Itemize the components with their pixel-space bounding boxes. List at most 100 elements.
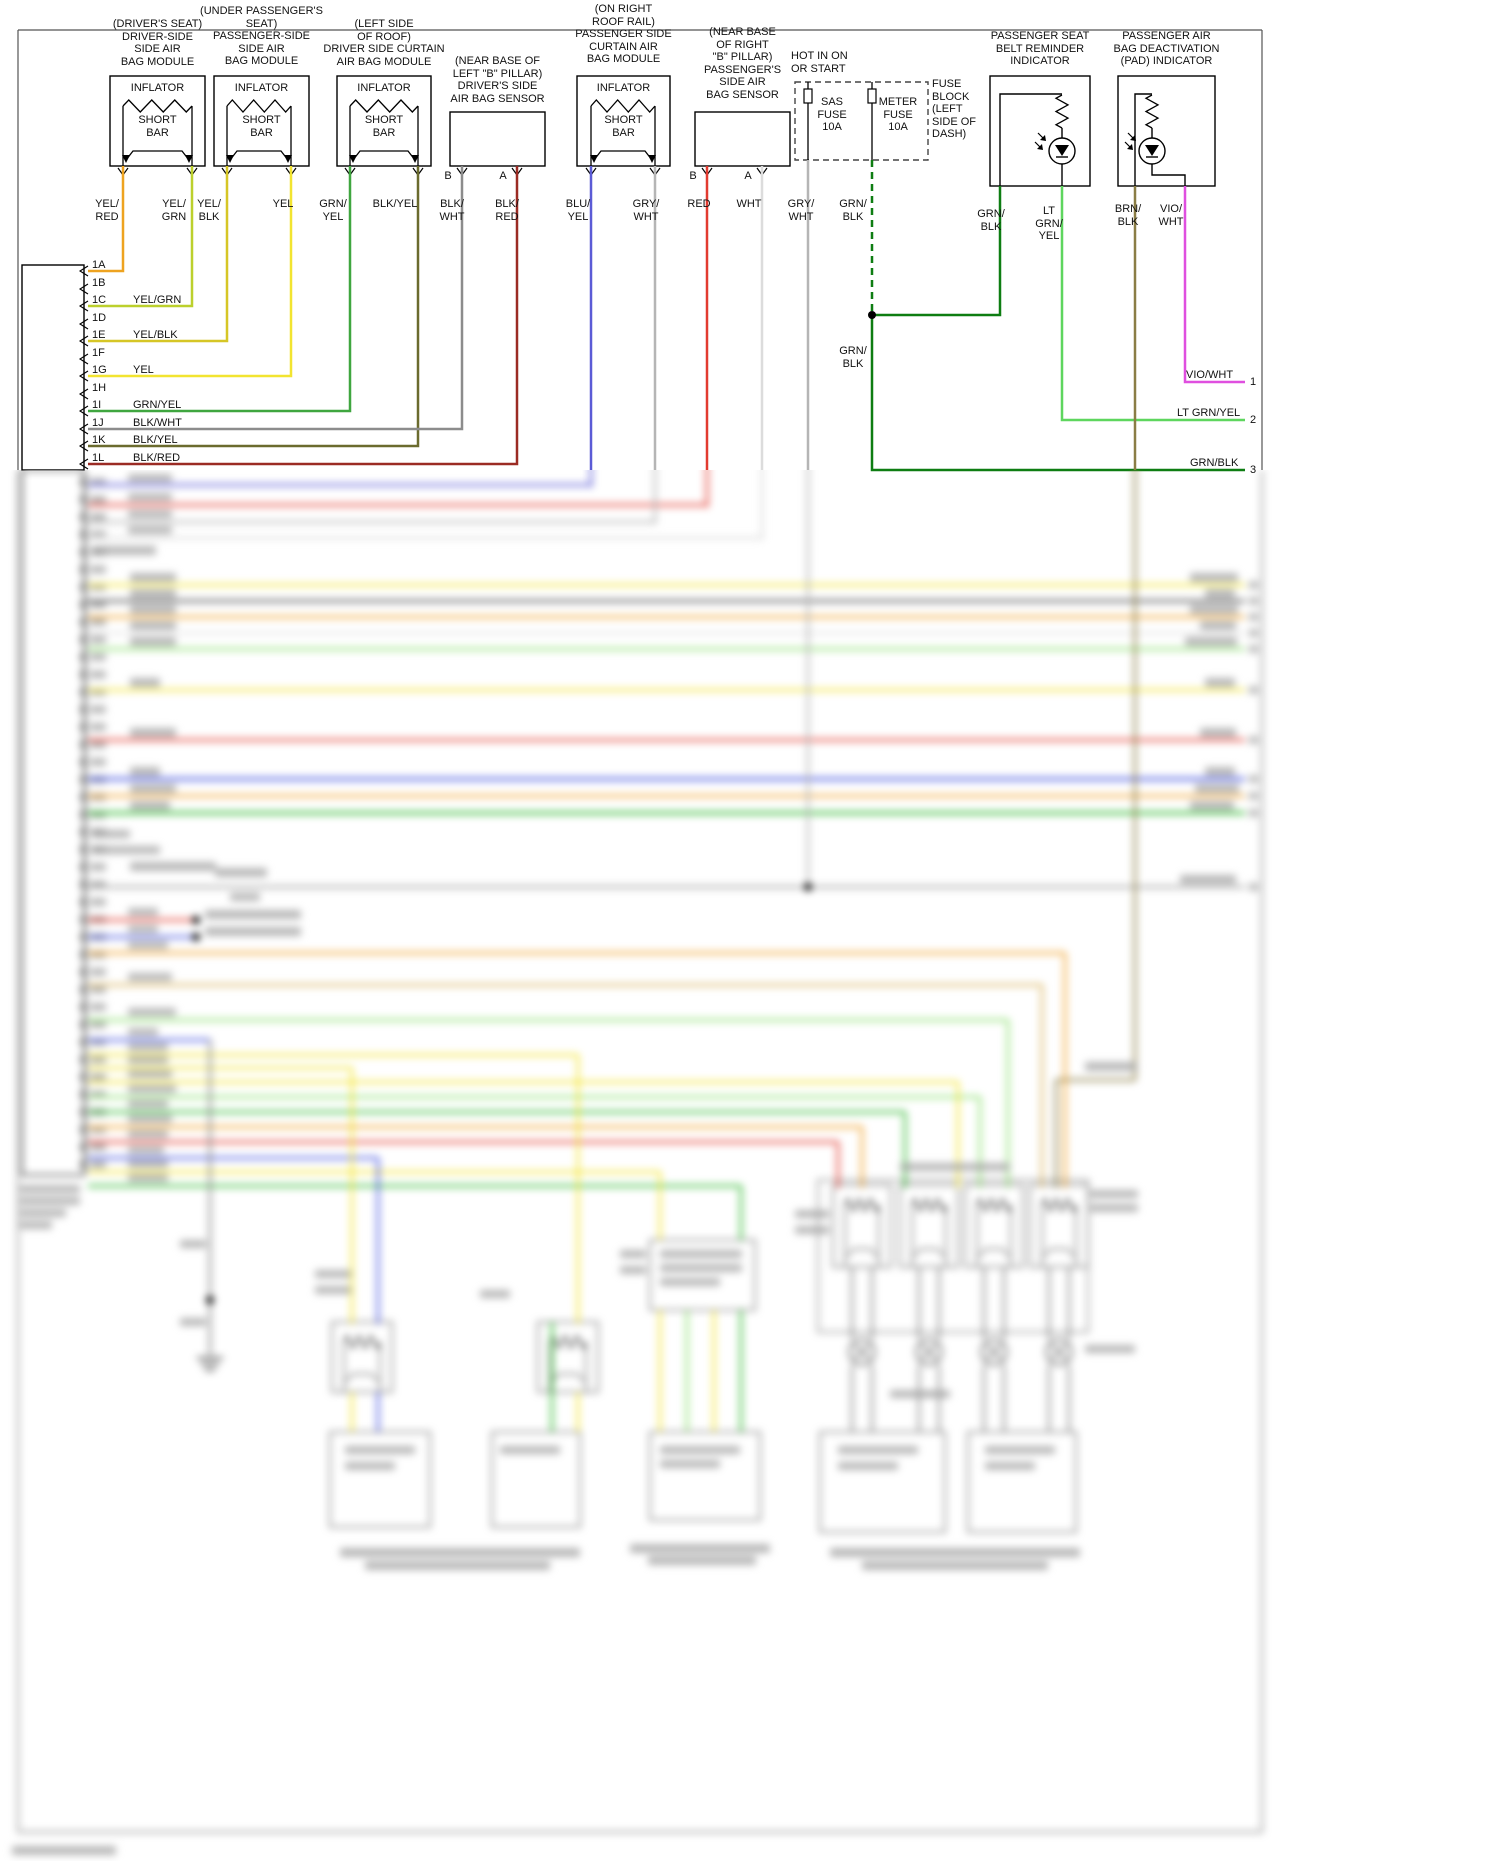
line [852,1342,872,1362]
blurred-text [128,1085,176,1093]
blurred-text [128,925,158,933]
pin-chevron-icon [78,405,89,417]
short-bar-icon [551,1373,585,1383]
blurred-text [130,605,176,614]
blurred-text [1249,597,1258,605]
pin-chevron-icon [78,651,89,663]
blurred-text [1090,1204,1138,1212]
arrowhead-icon [226,155,234,163]
blurred-text [92,830,130,838]
blurred-text [660,1264,742,1272]
blurred-component-box [649,1431,761,1521]
blurred-text [1200,728,1236,737]
pin-chevron-icon [78,546,89,558]
blurred-text [130,621,176,630]
connector-block [21,264,85,471]
wire-blk-wht [88,166,464,431]
led-triangle-icon [1055,145,1069,156]
pin-chevron-icon [78,529,89,540]
arrowhead-icon [648,155,656,163]
blurred-text [340,1548,580,1557]
blurred-text [345,1462,395,1470]
blurred-text [128,1160,168,1168]
blurred-text [130,784,176,793]
blurred-text [90,565,106,574]
blurred-text [130,767,160,776]
blurred-text [795,1210,829,1218]
pin-chevron-icon [78,1001,89,1013]
arrowhead-icon [284,155,292,163]
pin-chevron-icon [78,265,89,277]
wire-grn-blk-down [870,315,1245,472]
blurred-text [315,1270,351,1278]
pin-chevron-icon [78,581,89,593]
blurred-text [128,973,172,981]
blurred-text [90,863,106,871]
pin-chevron-icon [78,1106,89,1118]
blurred-text [90,723,106,731]
blurred-text [90,653,106,661]
internal-wiring [999,93,1062,186]
pin-chevron-icon [78,984,89,995]
airbag-module-box [576,75,671,167]
blurred-text [205,910,301,919]
pin-chevron-icon [78,1036,89,1048]
pin-chevron-icon [78,1071,89,1083]
blurred-text [90,705,106,714]
pin-chevron-icon [78,896,89,908]
pin-chevron-icon [78,353,89,365]
pin-chevron-icon [78,931,89,943]
blurred-text [1249,686,1258,694]
short-bar-icon [593,150,653,161]
blurred-text [90,758,106,766]
blurred-text [660,1278,720,1286]
fuse-icon [867,88,877,104]
pin-chevron-icon [78,423,89,435]
blurred-text [1205,589,1235,598]
airbag-sensor-box [694,111,791,167]
pin-chevron-icon [78,300,89,312]
resistor-icon [844,1197,880,1213]
blurred-text [1249,645,1258,653]
arrowhead-icon [590,155,598,163]
arrowhead-icon [349,155,357,163]
blurred-text [128,1100,168,1108]
junction-dot [868,311,876,319]
blurred-text [1205,767,1235,776]
blurred-text [130,573,176,582]
wire-yel-grn [88,166,194,308]
blurred-text [90,1003,106,1011]
indicator-box [989,75,1091,187]
short-bar-icon [125,150,190,161]
blurred-text [90,968,106,976]
blurred-text [130,728,176,737]
blurred-text [20,1197,80,1205]
pin-chevron-icon [78,283,89,295]
blurred-text [1185,637,1237,646]
pin-chevron-icon [78,739,89,750]
pin-chevron-icon [78,599,89,610]
blurred-text [660,1460,720,1468]
indicator-resistor-icon [1054,94,1070,129]
pin-chevron-icon [78,1159,89,1170]
blurred-text [1249,629,1258,637]
blurred-text [90,985,106,994]
blurred-text [90,1143,106,1151]
blurred-text [20,1209,66,1217]
blurred-text [985,1446,1055,1454]
diagram-blurred-layer [12,470,1263,1855]
pin-chevron-icon [78,458,89,470]
blurred-text [365,1561,550,1570]
blurred-text [128,1130,168,1138]
blurred-text [890,1390,950,1398]
blurred-text [230,893,260,901]
wire-yel-red [88,166,125,273]
line [984,1342,1004,1362]
pin-chevron-icon [78,809,89,820]
internal-wiring [1134,93,1152,186]
wire-blk-yel [88,166,420,448]
fuse-icon [803,88,813,104]
blurred-text [1249,613,1258,621]
led-triangle-icon [1145,145,1159,156]
blurred-text [128,510,172,518]
